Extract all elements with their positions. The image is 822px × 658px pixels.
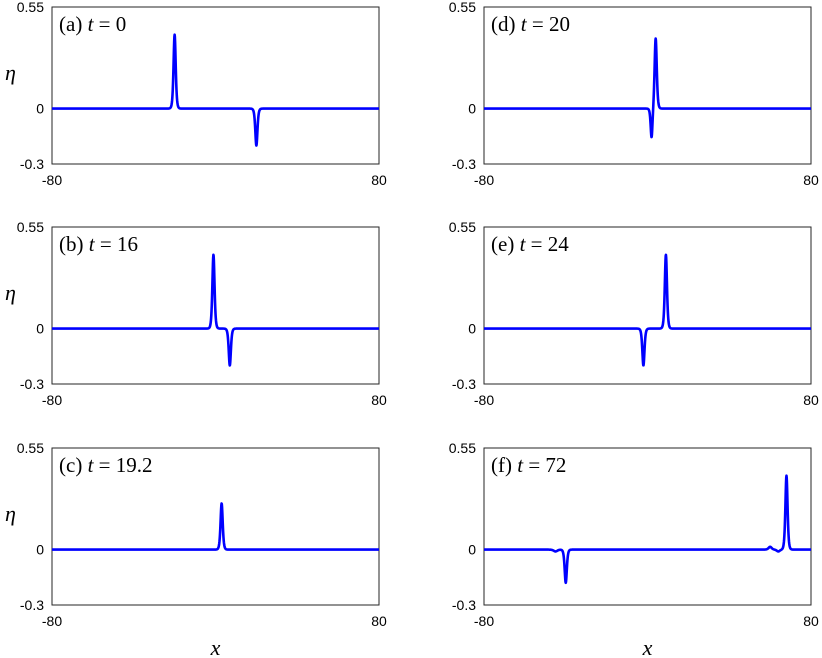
x-tick-label: -80 xyxy=(42,613,62,629)
panel-label: (b) xyxy=(59,232,89,256)
equals-sign: = xyxy=(523,453,545,477)
equals-sign: = xyxy=(93,12,115,36)
y-tick-label: -0.3 xyxy=(452,597,476,613)
time-value: 72 xyxy=(545,453,566,477)
x-axis-label: x xyxy=(642,635,653,658)
y-tick-label: 0 xyxy=(36,101,44,117)
equals-sign: = xyxy=(93,453,115,477)
y-axis-label: η xyxy=(5,60,16,85)
x-tick-label: 80 xyxy=(371,392,387,408)
y-tick-label: 0.55 xyxy=(17,440,44,456)
x-tick-label: 80 xyxy=(371,172,387,188)
plot-frame xyxy=(483,6,812,165)
x-tick-label: -80 xyxy=(42,172,62,188)
y-tick-label: -0.3 xyxy=(20,156,44,172)
plot-frame xyxy=(51,447,380,606)
time-symbol: t xyxy=(520,232,527,256)
equals-sign: = xyxy=(525,232,547,256)
plot-frame xyxy=(51,6,380,165)
panel-title: (a) t = 0 xyxy=(59,12,126,36)
panel-title: (c) t = 19.2 xyxy=(59,453,153,477)
y-tick-label: 0 xyxy=(468,321,476,337)
time-symbol: t xyxy=(88,453,95,477)
time-symbol: t xyxy=(521,12,528,36)
x-tick-label: 80 xyxy=(803,392,819,408)
panel-title: (e) t = 24 xyxy=(491,232,569,256)
y-tick-label: -0.3 xyxy=(20,376,44,392)
y-tick-label: 0.55 xyxy=(17,0,44,15)
x-axis-label: x xyxy=(210,635,221,658)
panel-a: -0.3 0 0.55 -80 80 (a) t = 0 η xyxy=(5,0,387,188)
y-tick-label: 0 xyxy=(36,321,44,337)
y-axis-label: η xyxy=(5,280,16,305)
x-tick-label: 80 xyxy=(803,613,819,629)
time-symbol: t xyxy=(88,12,95,36)
y-tick-label: -0.3 xyxy=(452,376,476,392)
x-tick-label: 80 xyxy=(371,613,387,629)
x-tick-label: -80 xyxy=(474,172,494,188)
panel-label: (a) xyxy=(59,12,88,36)
y-tick-label: 0.55 xyxy=(449,0,476,15)
x-tick-label: -80 xyxy=(474,613,494,629)
panel-label: (e) xyxy=(491,232,520,256)
series-line xyxy=(50,502,381,551)
y-tick-label: 0.55 xyxy=(449,219,476,235)
y-tick-label: 0 xyxy=(468,101,476,117)
y-tick-label: 0.55 xyxy=(17,219,44,235)
panel-c: -0.3 0 0.55 -80 80 (c) t = 19.2 η x xyxy=(5,440,387,658)
y-tick-label: -0.3 xyxy=(20,597,44,613)
y-tick-label: 0 xyxy=(468,542,476,558)
series-line xyxy=(482,253,813,367)
panel-e: -0.3 0 0.55 -80 80 (e) t = 24 xyxy=(449,219,819,408)
time-value: 16 xyxy=(117,232,138,256)
series-line xyxy=(482,474,813,585)
series-line xyxy=(50,253,381,367)
panel-d: -0.3 0 0.55 -80 80 (d) t = 20 xyxy=(449,0,819,188)
time-symbol: t xyxy=(517,453,524,477)
time-value: 24 xyxy=(548,232,570,256)
y-tick-label: -0.3 xyxy=(452,156,476,172)
x-tick-label: -80 xyxy=(42,392,62,408)
y-tick-label: 0.55 xyxy=(449,440,476,456)
x-tick-label: 80 xyxy=(803,172,819,188)
panel-title: (d) t = 20 xyxy=(491,12,570,36)
panel-f: -0.3 0 0.55 -80 80 (f) t = 72 x xyxy=(449,440,819,658)
panel-title: (f) t = 72 xyxy=(491,453,566,477)
panel-b: -0.3 0 0.55 -80 80 (b) t = 16 η xyxy=(5,219,387,408)
time-value: 20 xyxy=(549,12,570,36)
panel-title: (b) t = 16 xyxy=(59,232,138,256)
series-line xyxy=(50,33,381,147)
panel-label: (d) xyxy=(491,12,521,36)
x-tick-label: -80 xyxy=(474,392,494,408)
y-tick-label: 0 xyxy=(36,542,44,558)
equals-sign: = xyxy=(527,12,549,36)
time-symbol: t xyxy=(89,232,96,256)
time-value: 0 xyxy=(116,12,127,36)
series-line xyxy=(482,37,813,139)
panel-label: (c) xyxy=(59,453,88,477)
panel-label: (f) xyxy=(491,453,517,477)
time-value: 19.2 xyxy=(116,453,153,477)
plot-frame xyxy=(483,447,812,606)
equals-sign: = xyxy=(95,232,117,256)
plot-frame xyxy=(483,226,812,385)
y-axis-label: η xyxy=(5,501,16,526)
